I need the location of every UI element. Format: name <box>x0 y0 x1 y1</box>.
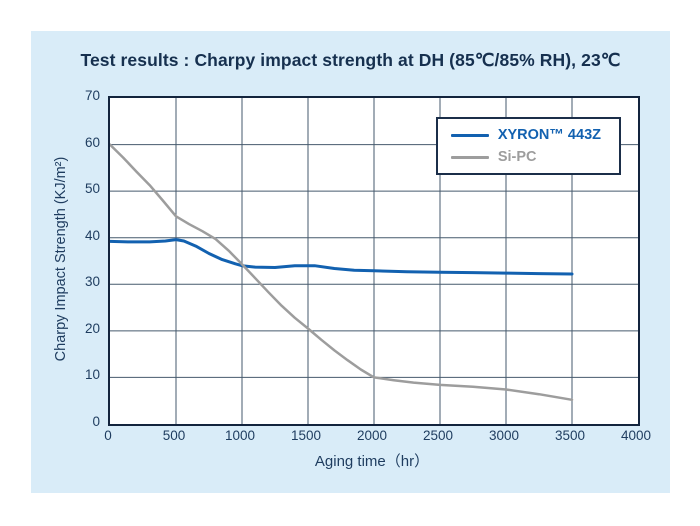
legend: XYRON™ 443Z Si-PC <box>435 117 621 175</box>
legend-item-si-pc: Si-PC <box>450 149 601 165</box>
x-tick-label: 1500 <box>290 428 322 443</box>
y-tick-label: 70 <box>84 88 100 103</box>
y-tick-label: 20 <box>84 320 100 336</box>
legend-item-xyron-443z: XYRON™ 443Z <box>450 127 601 143</box>
x-tick-label: 1000 <box>224 428 256 443</box>
x-tick-label: 3000 <box>488 428 520 443</box>
chart-panel: Test results : Charpy impact strength at… <box>31 31 670 493</box>
legend-label-si-pc: Si-PC <box>497 149 537 165</box>
y-tick-label: 0 <box>92 414 100 429</box>
x-tick-label: 2500 <box>422 428 454 443</box>
si-pc-line-swatch <box>450 155 489 159</box>
y-tick-label: 50 <box>84 181 100 197</box>
x-tick-label: 3500 <box>554 428 586 443</box>
x-tick-label: 4000 <box>620 428 652 443</box>
series-line-si-pc <box>110 143 574 402</box>
x-axis-title: Aging time（hr） <box>314 453 430 470</box>
xyron-443z-line-swatch <box>450 133 489 137</box>
series-line-xyron-443z <box>110 238 574 276</box>
y-tick-label: 60 <box>84 134 100 150</box>
y-axis-title: Charpy Impact Strength (KJ/m²) <box>53 156 69 362</box>
x-tick-label: 500 <box>162 428 186 443</box>
y-tick-label: 40 <box>84 227 100 243</box>
plot-area: XYRON™ 443Z Si-PC <box>108 96 640 426</box>
legend-label-xyron-443z: XYRON™ 443Z <box>497 127 601 143</box>
chart-title: Test results : Charpy impact strength at… <box>80 50 621 70</box>
x-tick-label: 0 <box>104 428 112 443</box>
y-tick-label: 30 <box>84 274 100 290</box>
y-tick-label: 10 <box>84 367 100 383</box>
x-tick-label: 2000 <box>356 428 388 443</box>
